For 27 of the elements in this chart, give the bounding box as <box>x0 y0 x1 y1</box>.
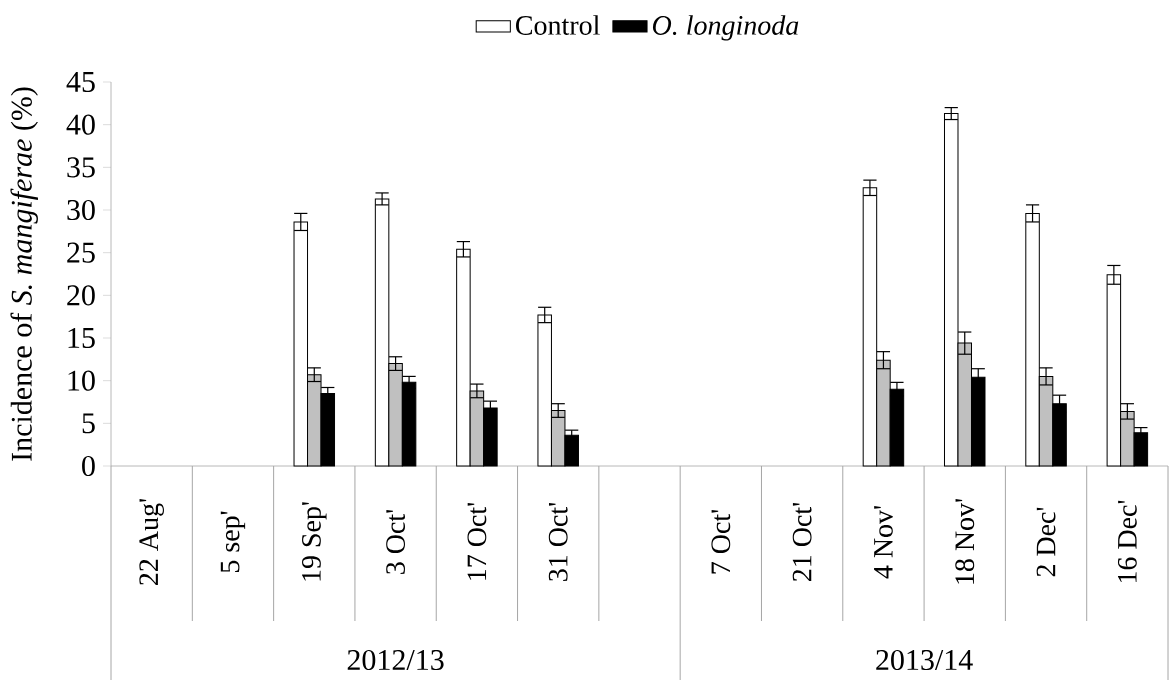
x-tick-label: 7 Oct' <box>711 509 731 574</box>
legend-label: O. longinoda <box>652 15 799 41</box>
legend-label: Control <box>516 15 600 35</box>
x-tick-label: 22 Aug' <box>139 499 164 585</box>
y-tick-label: 35 <box>67 157 95 178</box>
y-tick-label: 20 <box>67 285 95 306</box>
x-tick-label: 5 sep' <box>220 511 246 573</box>
x-tick-label: 17 Oct' <box>467 502 487 580</box>
y-tick-label: 45 <box>66 72 95 93</box>
x-tick-label: 3 Oct' <box>386 509 405 574</box>
y-tick-label: 25 <box>67 242 95 263</box>
x-tick-label: 18 Nov' <box>955 499 975 584</box>
x-tick-label: 4 Nov' <box>874 506 893 579</box>
y-tick-label: 15 <box>68 327 95 349</box>
text: 2013/14 <box>876 649 973 671</box>
x-tick-label: 2 Dec' <box>1036 507 1056 577</box>
y-tick-label: 30 <box>67 199 95 221</box>
x-tick-label: 19 Sep' <box>302 502 327 581</box>
y-tick-label: 40 <box>66 114 95 135</box>
y-tick-label: 5 <box>82 413 95 434</box>
x-tick-label: 16 Dec' <box>1117 500 1137 583</box>
x-tick-label: 21 Oct' <box>792 502 812 582</box>
y-tick-label: 10 <box>68 370 95 391</box>
y-axis-title: Incidence of S. mangiferae (%) <box>10 87 38 461</box>
text: 2012/13 <box>347 649 444 671</box>
x-tick-label: 31 Oct' <box>548 502 568 581</box>
y-tick-label: 0 <box>82 455 95 477</box>
